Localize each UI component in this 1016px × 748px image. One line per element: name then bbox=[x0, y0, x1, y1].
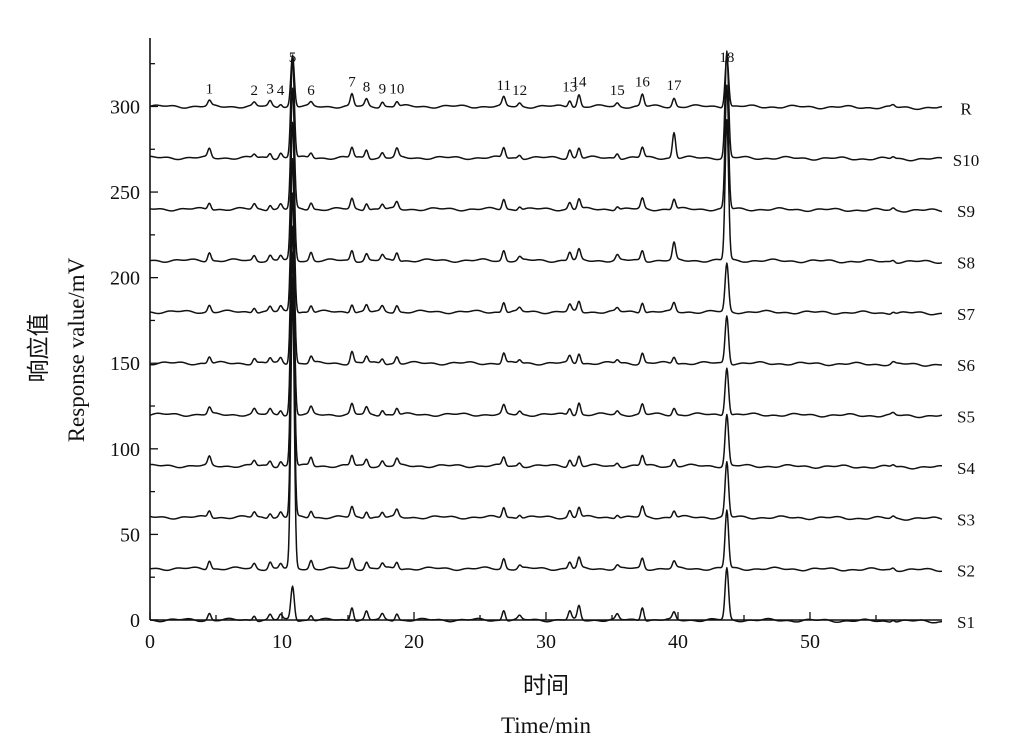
peak-label: 1 bbox=[206, 81, 214, 97]
peak-label: 9 bbox=[379, 81, 387, 97]
trace-s10 bbox=[149, 50, 943, 162]
axes bbox=[149, 38, 942, 621]
peak-label: 11 bbox=[497, 78, 511, 94]
peak-label: 4 bbox=[277, 83, 285, 99]
peak-label: 8 bbox=[363, 80, 371, 96]
x-tick-label: 30 bbox=[536, 631, 556, 653]
series-label-s5: S5 bbox=[957, 408, 975, 427]
x-tick-label: 50 bbox=[800, 631, 820, 653]
peak-label: 17 bbox=[667, 78, 683, 94]
peak-label: 7 bbox=[348, 74, 356, 90]
peak-label: 13 bbox=[562, 80, 577, 96]
peak-label: 12 bbox=[512, 83, 527, 99]
y-tick-label: 250 bbox=[110, 182, 140, 204]
series-label-s10: S10 bbox=[953, 151, 979, 170]
series-label-s1: S1 bbox=[957, 613, 975, 632]
plot-area bbox=[149, 50, 943, 624]
trace-s4 bbox=[149, 251, 943, 470]
x-tick-label: 40 bbox=[668, 631, 688, 653]
y-tick-label: 300 bbox=[110, 96, 140, 118]
x-tick-label: 20 bbox=[404, 631, 424, 653]
x-axis-title-cn: 时间 bbox=[523, 673, 569, 698]
ticks: 0 10 20 30 40 50 0 50 100 150 200 250 300 bbox=[110, 63, 877, 653]
x-tick-label: 0 bbox=[145, 631, 155, 653]
peak-label: 15 bbox=[610, 83, 625, 99]
trace-r bbox=[149, 54, 943, 111]
peak-label: 10 bbox=[389, 81, 404, 97]
trace-s3 bbox=[149, 276, 943, 521]
series-label-s8: S8 bbox=[957, 254, 975, 273]
y-tick-label: 0 bbox=[130, 610, 140, 632]
peak-label: 6 bbox=[307, 83, 315, 99]
trace-s7 bbox=[149, 158, 943, 316]
y-tick-label: 50 bbox=[120, 524, 140, 546]
peak-label: 2 bbox=[251, 83, 259, 99]
y-tick-label: 150 bbox=[110, 353, 140, 375]
trace-s5 bbox=[149, 225, 943, 419]
peak-label: 5 bbox=[289, 50, 297, 66]
series-label-s7: S7 bbox=[957, 305, 975, 324]
series-labels: R S10 S9 S8 S7 S6 S5 S4 S3 S2 S1 bbox=[953, 99, 979, 632]
y-axis-title: Response value/mV bbox=[64, 257, 89, 442]
series-label-s4: S4 bbox=[957, 459, 975, 478]
trace-s2 bbox=[149, 292, 943, 573]
trace-s9 bbox=[149, 84, 943, 213]
peak-label: 3 bbox=[266, 81, 274, 97]
trace-s6 bbox=[149, 192, 943, 367]
y-axis-title-cn: 响应值 bbox=[26, 314, 51, 383]
series-label-s2: S2 bbox=[957, 562, 975, 581]
series-label-s9: S9 bbox=[957, 202, 975, 221]
y-tick-label: 100 bbox=[110, 439, 140, 461]
peak-label: 14 bbox=[572, 74, 588, 90]
series-label-s6: S6 bbox=[957, 356, 975, 375]
series-label-r: R bbox=[960, 99, 972, 118]
peak-label: 18 bbox=[719, 50, 734, 66]
x-axis-title: Time/min bbox=[501, 713, 591, 738]
x-tick-label: 10 bbox=[272, 631, 292, 653]
trace-s8 bbox=[149, 118, 943, 265]
peak-label: 16 bbox=[635, 74, 651, 90]
series-label-s3: S3 bbox=[957, 510, 975, 529]
y-tick-label: 200 bbox=[110, 268, 140, 290]
